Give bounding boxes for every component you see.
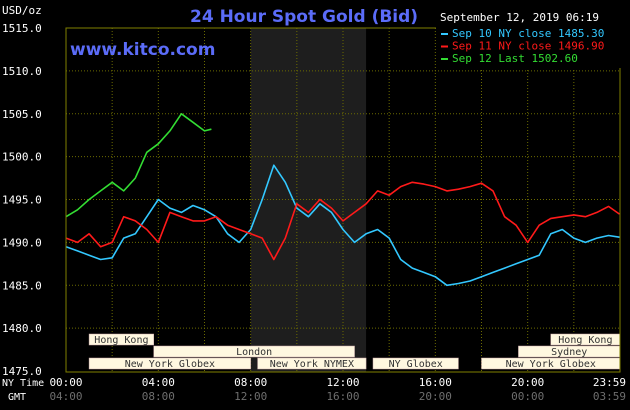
- session-bar: Hong Kong: [88, 333, 154, 346]
- series-line-1: [65, 164, 620, 287]
- x-tick-label-gmt: 08:00: [142, 390, 175, 403]
- session-bar: Hong Kong: [550, 333, 621, 346]
- x-tick-label-ny: 20:00: [511, 376, 544, 389]
- market-hours-shade: [250, 28, 367, 372]
- y-tick-label: 1495.0: [2, 194, 42, 207]
- session-bar-fill: [372, 357, 459, 370]
- x-tick-label-gmt: 20:00: [419, 390, 452, 403]
- y-tick-label: 1475.0: [2, 365, 42, 378]
- x-tick-label-gmt: 04:00: [49, 390, 82, 403]
- session-label: Hong Kong: [94, 335, 148, 346]
- session-bar-fill: [257, 357, 367, 370]
- x-tick-label-ny: 12:00: [326, 376, 359, 389]
- legend: September 12, 2019 06:19 Sep 10 NY close…: [436, 11, 622, 68]
- y-axis-ticks: 1515.0 1510.0 1505.0 1500.0 1495.0 1490.0 1485…: [2, 22, 42, 378]
- series-line-3: [65, 113, 212, 218]
- session-bar-fill: [88, 357, 251, 370]
- y-tick-label: 1500.0: [2, 151, 42, 164]
- x-tick-label-gmt: 12:00: [234, 390, 267, 403]
- legend-box: [436, 26, 622, 68]
- session-label: New York Globex: [125, 359, 215, 370]
- x-axis-label-gmt: GMT: [8, 392, 26, 403]
- x-tick-label-ny: 00:00: [49, 376, 82, 389]
- session-bar: London: [153, 345, 355, 358]
- x-axis-ticks: 00:0004:0004:0008:0008:0012:0012:0016:00…: [49, 376, 626, 403]
- session-label: Hong Kong: [558, 335, 612, 346]
- y-tick-label: 1505.0: [2, 108, 42, 121]
- y-tick-label: 1485.0: [2, 279, 42, 292]
- session-label: New York Globex: [506, 359, 596, 370]
- y-axis-label: USD/oz: [2, 4, 42, 17]
- x-tick-label-gmt: 16:00: [326, 390, 359, 403]
- timestamp: September 12, 2019 06:19: [440, 11, 599, 24]
- session-bar-fill: [153, 345, 355, 358]
- session-bar: New York Globex: [481, 357, 621, 370]
- session-label: NY Globex: [389, 359, 443, 370]
- x-axis-label-ny: NY Time: [2, 378, 44, 389]
- legend-label: Sep 11 NY close 1496.90: [452, 40, 604, 53]
- x-tick-label-ny: 08:00: [234, 376, 267, 389]
- y-tick-label: 1510.0: [2, 65, 42, 78]
- y-tick-label: 1515.0: [2, 22, 42, 35]
- legend-label: Sep 12 Last 1502.60: [452, 52, 578, 65]
- y-tick-label: 1490.0: [2, 236, 42, 249]
- series-lines: [65, 113, 620, 287]
- session-bar-fill: [88, 333, 154, 346]
- session-label: New York NYMEX: [270, 359, 354, 370]
- session-bar: NY Globex: [372, 357, 459, 370]
- x-tick-label-gmt: 00:00: [511, 390, 544, 403]
- session-label: London: [236, 347, 272, 358]
- plot-frame: [65, 27, 621, 373]
- x-tick-label-ny: 16:00: [419, 376, 452, 389]
- y-tick-label: 1480.0: [2, 322, 42, 335]
- source-label: www.kitco.com: [70, 40, 215, 60]
- legend-label: Sep 10 NY close 1485.30: [452, 27, 604, 40]
- x-tick-label-gmt: 03:59: [593, 390, 626, 403]
- x-axis: NY Time GMT 00:0004:0004:0008:0008:0012:…: [2, 376, 626, 403]
- session-bar: Sydney: [518, 345, 621, 358]
- session-label: Sydney: [551, 347, 587, 358]
- chart-title: 24 Hour Spot Gold (Bid): [190, 7, 418, 27]
- x-tick-label-ny: 04:00: [142, 376, 175, 389]
- grid: [66, 28, 620, 372]
- session-bar: New York NYMEX: [257, 357, 367, 370]
- series-line-2: [65, 181, 620, 261]
- session-bar: New York Globex: [88, 357, 251, 370]
- x-tick-label-ny: 23:59: [593, 376, 626, 389]
